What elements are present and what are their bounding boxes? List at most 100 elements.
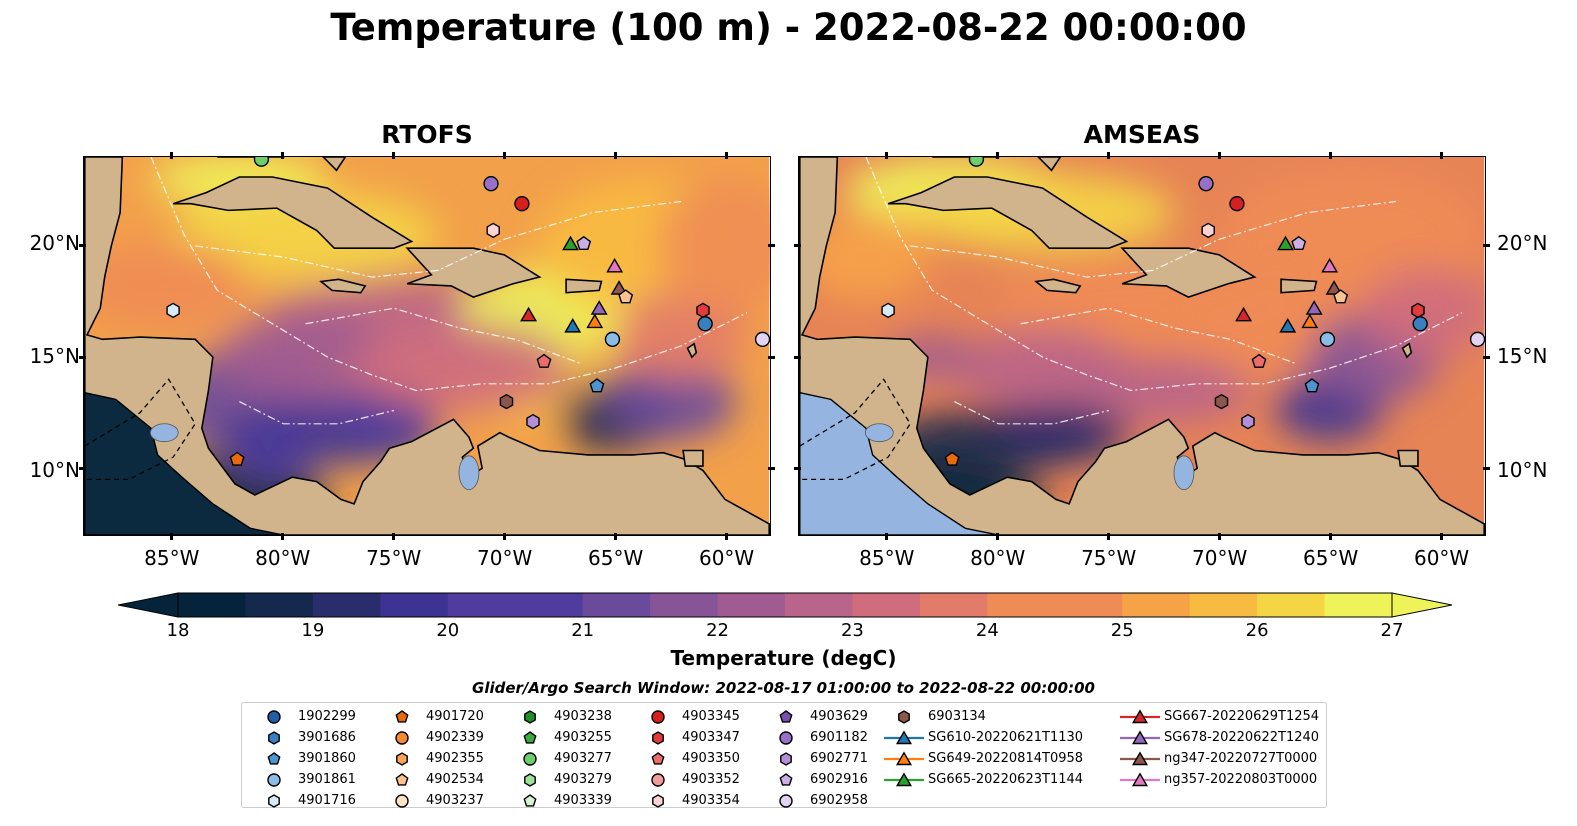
lake-nicaragua (149, 423, 179, 443)
map-marker-ng357 (606, 257, 624, 273)
colorbar-segment (1054, 593, 1123, 617)
lon-tick (1329, 152, 1333, 159)
colorbar-segment (380, 593, 449, 617)
legend-label: SG665-20220623T1144 (928, 772, 1084, 787)
legend-label: 3901860 (298, 751, 356, 766)
map-marker-4903277 (253, 157, 270, 167)
eez-boundary (865, 157, 1463, 392)
lon-tick (885, 533, 889, 540)
colorbar-segment (178, 593, 247, 617)
legend-label: ng357-20220803T0000 (1164, 772, 1318, 787)
lake-nicaragua (864, 423, 894, 443)
lon-tick (281, 152, 285, 159)
map-marker-4903277 (968, 157, 985, 167)
colorbar-arrow-high (1391, 592, 1452, 618)
legend-marker-icon (779, 773, 793, 786)
map-marker-3901861 (1319, 331, 1336, 347)
lon-tick (170, 152, 174, 159)
map-marker-SG667 (1235, 306, 1253, 322)
map-marker-4901716 (881, 302, 895, 319)
colorbar-segment (1257, 593, 1326, 617)
legend-label: 4903237 (426, 793, 484, 808)
lat-label-15n-left: 15°N (29, 344, 80, 368)
map-amseas (798, 156, 1486, 536)
map-marker-6902916 (1291, 235, 1307, 251)
legend-marker-icon (895, 730, 913, 745)
map-marker-6902771 (1241, 413, 1255, 430)
eez-boundary (195, 200, 681, 278)
land-trinidad (682, 449, 704, 467)
lon-tick (170, 533, 174, 540)
lon-label-rtofs-5: 60°W (698, 546, 755, 570)
map-marker-SG665 (562, 235, 579, 251)
legend-marker-icon (1131, 730, 1149, 745)
legend-marker-icon (651, 710, 665, 724)
legend-marker-icon (396, 752, 408, 766)
lon-tick (392, 533, 396, 540)
legend-label: 4903347 (682, 730, 740, 745)
map-marker-6901182 (483, 176, 499, 192)
colorbar-segment (1324, 593, 1393, 617)
legend-marker-icon (1131, 709, 1149, 724)
legend-label: 6902916 (810, 772, 868, 787)
map-marker-1902299 (697, 316, 713, 332)
eez-boundary (150, 157, 748, 392)
map-marker-6903134 (1214, 393, 1229, 410)
map-marker-ng347 (610, 280, 628, 295)
map-marker-3901861 (604, 331, 621, 347)
legend-marker-icon (268, 794, 280, 808)
lon-label-rtofs-4: 65°W (588, 546, 644, 570)
land-bahamas1 (322, 157, 347, 172)
legend-label: 4902339 (426, 730, 484, 745)
land-hispaniola (405, 247, 542, 298)
legend-marker-icon (523, 794, 537, 807)
colorbar-segment (785, 593, 854, 617)
map-rtofs (83, 156, 771, 536)
lon-label-rtofs-2: 75°W (366, 546, 422, 570)
legend-label: 4903352 (682, 772, 740, 787)
map-marker-3901860 (589, 378, 605, 393)
colorbar-segment (1189, 593, 1258, 617)
map-marker-4903345 (514, 196, 530, 212)
border-lines (799, 378, 911, 481)
legend-label: 4903339 (554, 793, 612, 808)
colorbar-segment (919, 593, 988, 617)
legend-marker-icon (651, 773, 665, 787)
lat-tick (794, 355, 801, 359)
colorbar-arrow-low (118, 592, 179, 618)
colorbar-segment (987, 593, 1056, 617)
map-marker-3901860 (1304, 378, 1320, 393)
panel-title-rtofs: RTOFS (381, 120, 473, 149)
land-hispaniola (1120, 247, 1257, 298)
legend-label: 6902771 (810, 751, 868, 766)
colorbar-tick-label: 21 (571, 620, 595, 641)
colorbar-segment (447, 593, 516, 617)
lon-tick (614, 533, 618, 540)
legend-marker-icon (524, 773, 536, 787)
legend-marker-icon (395, 731, 409, 745)
land-lesser (686, 342, 698, 359)
colorbar-tick-label: 25 (1110, 620, 1134, 641)
lon-label-amseas-0: 85°W (859, 546, 915, 570)
map-marker-SG665 (1277, 235, 1294, 251)
lon-label-amseas-4: 65°W (1303, 546, 1359, 570)
colorbar-segment (852, 593, 921, 617)
map-marker-6902958 (754, 331, 770, 347)
map-marker-4903345 (1229, 196, 1245, 212)
lat-label-10n-right: 10°N (1497, 458, 1548, 482)
map-marker-ng347 (1325, 280, 1343, 295)
lon-tick (392, 152, 396, 159)
lon-tick (614, 152, 618, 159)
map-marker-6901182 (1198, 176, 1214, 192)
legend-marker-icon (779, 731, 793, 745)
legend-marker-icon (523, 752, 537, 766)
lat-tick (768, 243, 775, 247)
land-puertorico (565, 278, 603, 294)
legend-marker-icon (652, 794, 664, 808)
legend-marker-icon (651, 752, 665, 765)
map-marker-6903134 (499, 393, 514, 410)
lon-tick (1107, 533, 1111, 540)
colorbar-segment (582, 593, 651, 617)
legend-marker-icon (779, 794, 793, 808)
eez-boundary (239, 401, 395, 425)
